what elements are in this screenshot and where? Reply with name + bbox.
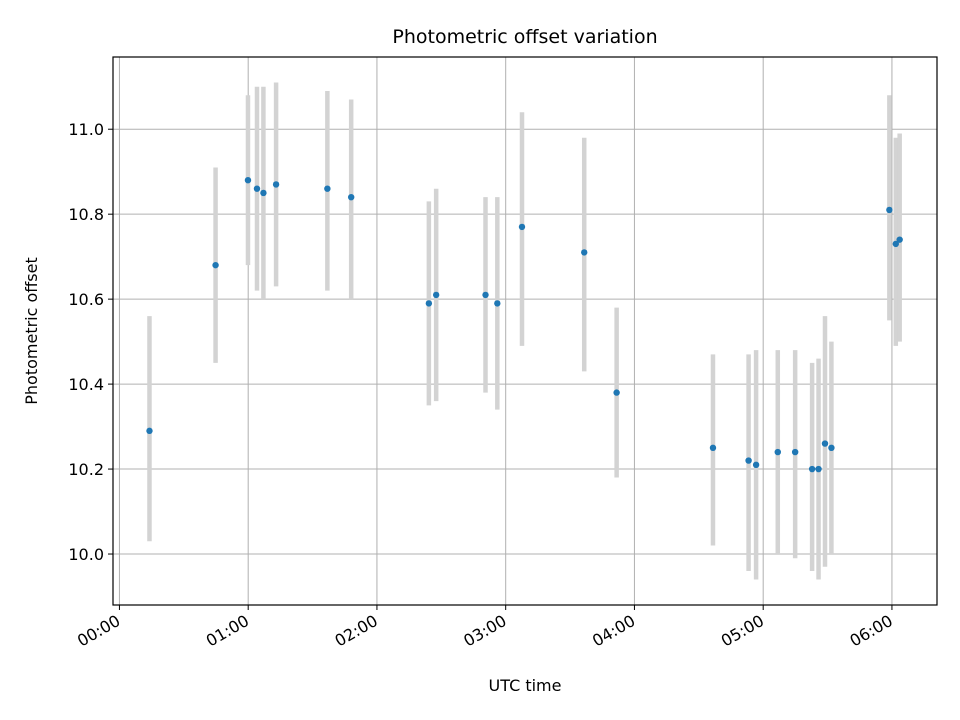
data-point: [745, 457, 752, 464]
y-tick-label: 10.8: [68, 205, 104, 224]
data-point: [828, 444, 835, 452]
data-point: [272, 181, 280, 188]
data-point: [253, 185, 261, 192]
data-point: [892, 240, 899, 248]
data-point: [244, 176, 252, 184]
data-point: [613, 389, 620, 396]
y-tick-label: 10.4: [68, 375, 104, 394]
x-axis-label: UTC time: [489, 676, 562, 695]
y-tick-label: 10.0: [68, 545, 104, 564]
chart-title: Photometric offset variation: [392, 26, 657, 48]
data-point: [808, 465, 816, 473]
y-tick-label: 10.6: [68, 290, 104, 309]
data-point: [518, 223, 526, 231]
data-point: [146, 427, 153, 435]
data-point: [324, 185, 331, 192]
data-point: [886, 206, 893, 214]
y-tick-label: 10.2: [68, 460, 104, 479]
data-point: [774, 448, 781, 456]
plot-frame: [112, 56, 938, 606]
data-point: [815, 465, 822, 473]
data-point: [260, 189, 267, 197]
data-point: [821, 440, 829, 447]
data-point: [432, 291, 440, 299]
data-point: [347, 193, 355, 201]
data-point: [791, 448, 799, 456]
y-axis-ticks: 10.0 10.2 10.4 10.6 10.8 11.0: [68, 120, 113, 564]
y-tick-label: 11.0: [68, 120, 104, 139]
data-point: [482, 291, 489, 299]
data-point: [494, 300, 501, 307]
data-point: [709, 444, 717, 452]
data-point: [581, 249, 588, 256]
data-point: [212, 261, 219, 269]
grid-lines: [113, 57, 937, 605]
data-point: [752, 461, 760, 469]
y-axis-label: Photometric offset: [22, 257, 41, 405]
data-point: [425, 300, 433, 307]
data-point: [896, 236, 903, 243]
data-points: [146, 176, 903, 473]
